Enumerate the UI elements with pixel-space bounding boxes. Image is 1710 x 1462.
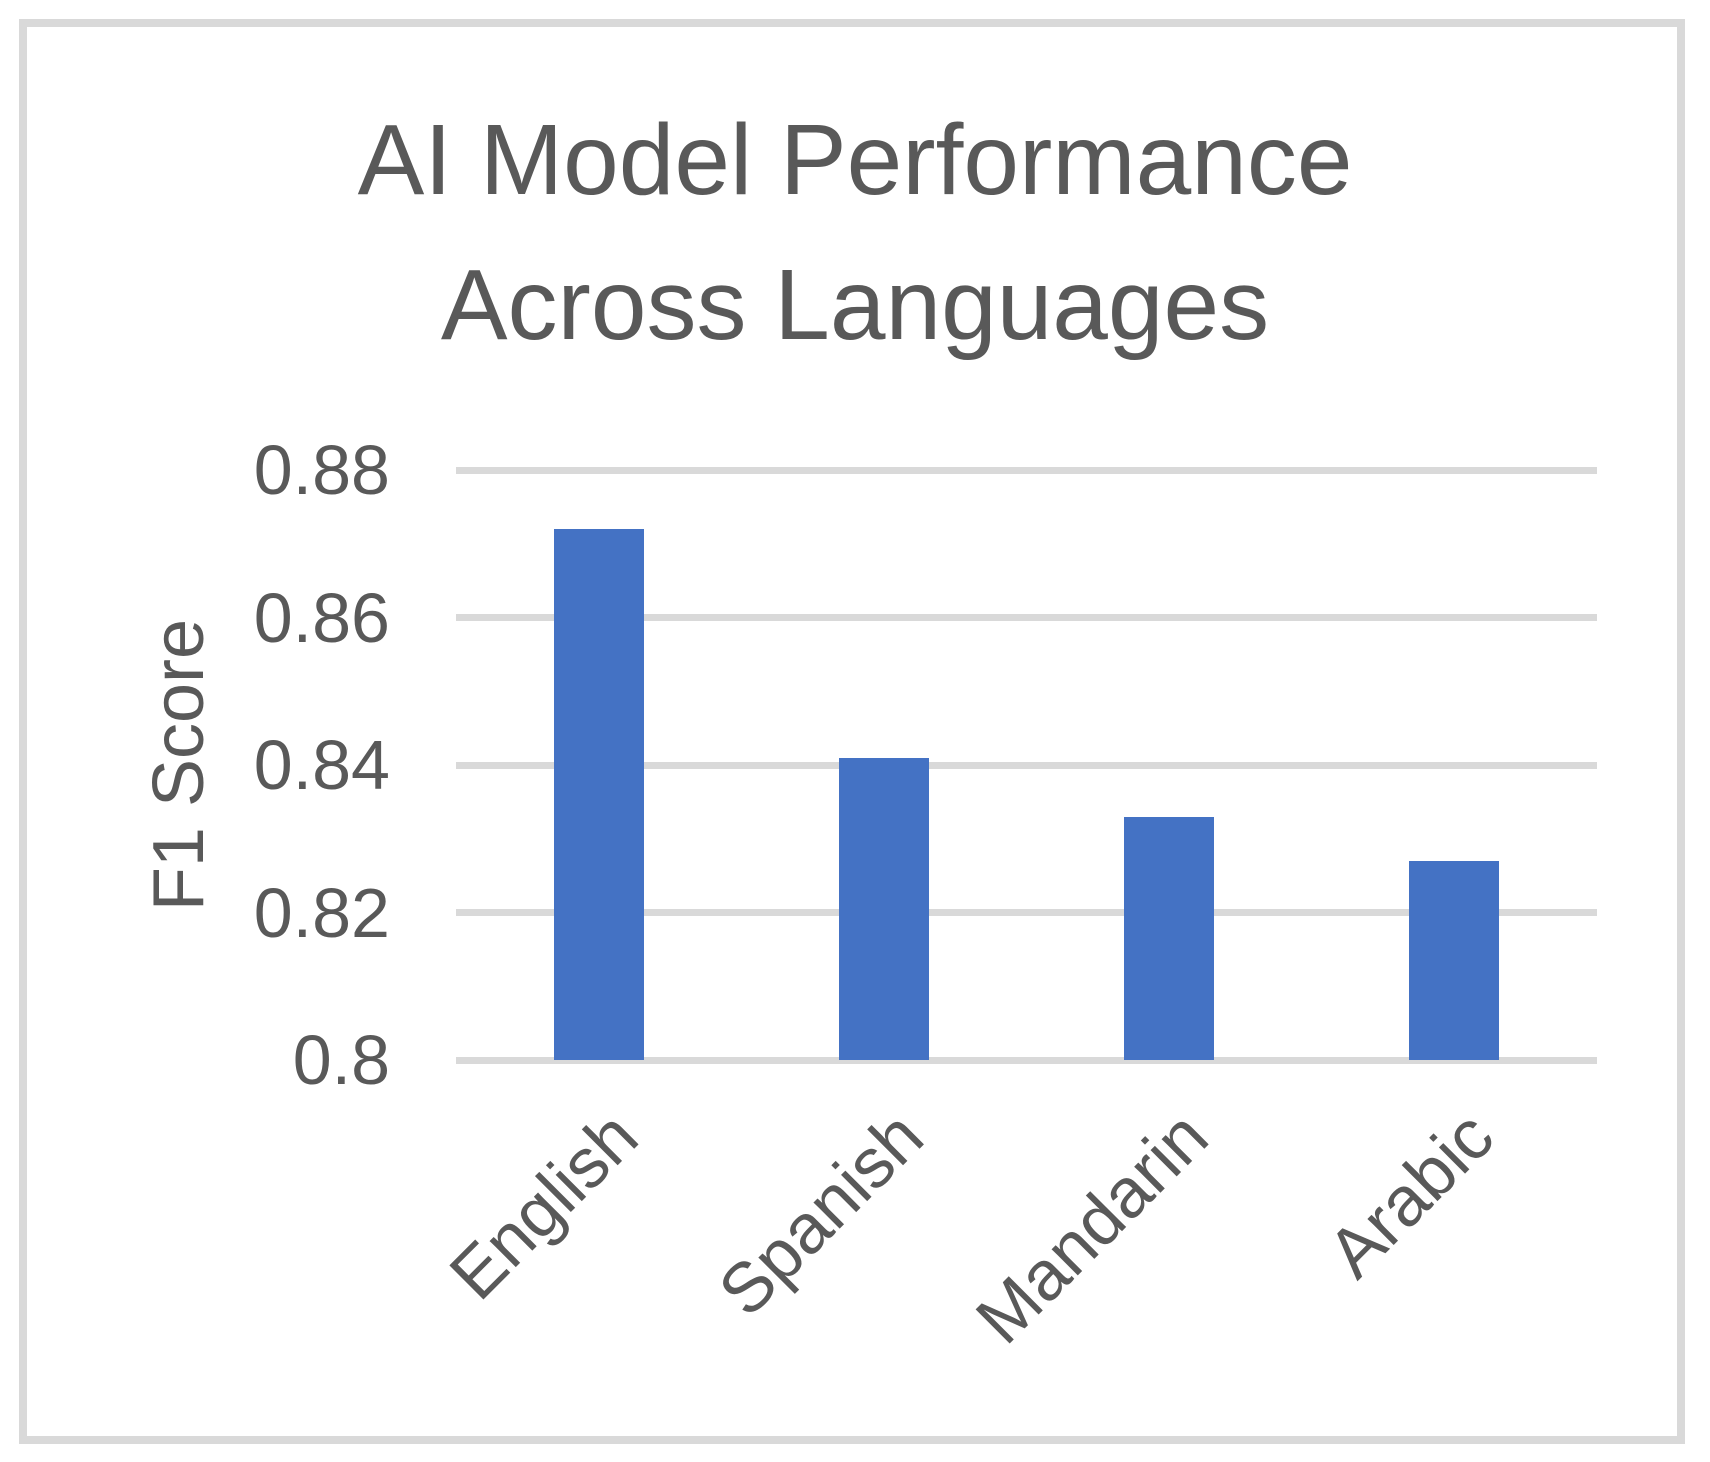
gridline-0.84 xyxy=(456,761,1597,769)
bar-english xyxy=(553,529,644,1060)
y-tick-label-0.88: 0.88 xyxy=(253,431,390,509)
y-tick-label-0.82: 0.82 xyxy=(253,873,390,952)
gridline-0.8 xyxy=(456,1056,1597,1064)
chart-title-line-2: Across Languages xyxy=(440,249,1270,361)
bar-spanish xyxy=(838,757,929,1060)
y-axis-title: F1 Score xyxy=(139,618,219,912)
y-tick-label-0.84: 0.84 xyxy=(253,726,390,804)
chart-title: AI Model Performance Across Languages xyxy=(0,88,1710,378)
bar-mandarin xyxy=(1124,816,1215,1060)
chart-border xyxy=(19,19,1685,1444)
chart-title-line-1: AI Model Performance xyxy=(357,104,1353,216)
gridline-0.82 xyxy=(456,909,1597,916)
y-tick-label-0.8: 0.8 xyxy=(292,1021,390,1099)
gridline-0.86 xyxy=(456,614,1597,621)
bar-arabic xyxy=(1409,860,1500,1060)
gridline-0.88 xyxy=(456,466,1597,474)
y-tick-label-0.86: 0.86 xyxy=(253,578,390,657)
